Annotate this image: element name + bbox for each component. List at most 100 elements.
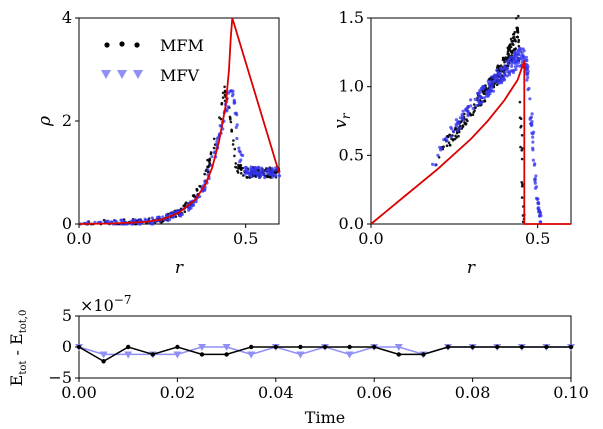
point-mfm [122,218,126,221]
point-mfm [230,128,233,132]
point-mfm [208,157,211,161]
point-mfm [515,17,518,20]
y-tick-label: −5 [48,368,72,387]
point-mfv [230,94,235,98]
point-mfv [515,51,519,55]
point-mfv [169,211,173,215]
point-mfv [238,150,242,154]
point-mfv [533,181,537,185]
point-mfv [171,215,175,219]
point-mfm [245,175,248,179]
point-mfv [503,64,507,68]
point-mfm [513,38,517,41]
point-mfv [434,163,438,167]
point-mfv [86,220,90,224]
point-mfm [219,117,223,121]
energy-x-label: Time [305,408,345,427]
x-tick-label: 0.08 [455,383,491,402]
point-mfv [521,54,525,58]
marker-mfv [99,351,108,359]
point-mfm [241,166,244,170]
point-mfv [486,93,490,97]
point-mfm [228,115,232,119]
point-mfv [251,168,255,172]
point-mfm [212,137,216,141]
point-mfv [526,75,530,79]
y-tick-label: 1.5 [339,8,364,27]
point-mfv [436,153,440,157]
x-tick-label: 0.5 [233,229,258,248]
point-mfv [270,175,274,179]
marker-mfv [345,351,354,359]
point-mfm [520,196,524,199]
point-mfv [449,135,453,139]
point-mfm [460,127,464,130]
point-mfv [206,168,210,172]
point-mfm [509,43,512,46]
marker-mfm [298,344,303,350]
point-mfm [507,52,510,56]
point-mfm [232,139,235,142]
point-mfv [460,113,464,117]
point-mfv [500,77,504,81]
point-mfm [519,117,523,121]
y-tick-label: 2 [62,111,72,130]
point-mfm [183,210,187,213]
point-mfm [235,166,238,169]
point-mfm [448,133,451,137]
point-mfm [231,143,235,146]
point-mfm [229,120,233,124]
point-mfv [235,113,239,117]
point-mfv [188,206,192,211]
point-mfv [506,62,510,66]
point-mfv [480,100,485,104]
energy-y-label: Etot - Etot,0 [7,310,29,387]
point-mfm [206,165,209,169]
point-mfm [516,35,519,39]
point-mfv [464,108,468,112]
point-mfv [514,54,518,58]
marker-mfv [198,344,206,351]
point-mfv [489,79,493,83]
point-mfm [212,146,216,150]
marker-mfm [495,344,500,350]
point-mfv [512,59,516,63]
point-mfm [510,50,514,53]
point-mfv [531,158,536,162]
point-mfv [528,97,532,101]
x-tick-label: 0.0 [358,229,383,248]
point-mfv [215,137,219,141]
y-tick-label: 5 [62,306,72,325]
point-mfv [133,218,137,222]
marker-mfv [394,344,403,351]
point-mfv [471,106,475,111]
point-mfm [517,44,521,48]
point-mfv [487,82,491,86]
y-tick-label: 4 [62,8,72,27]
point-mfv [538,220,542,224]
point-mfm [510,39,513,43]
point-mfv [485,89,489,93]
point-mfv [499,67,503,72]
point-mfv [469,104,473,108]
point-mfv [482,85,486,89]
point-mfv [137,222,141,226]
point-mfv [466,105,470,109]
point-mfm [239,166,243,170]
density-panel: 0.0 0.5 0 2 4 r ρ MFM MFV [35,8,282,278]
marker-mfm [150,352,155,357]
point-mfv [113,219,117,223]
point-mfv [150,221,154,225]
point-mfm [469,113,473,117]
energy-data-layer [75,344,575,364]
point-mfm [223,93,227,97]
point-mfm [464,122,468,126]
point-mfv [493,73,497,77]
point-mfm [520,181,523,184]
point-mfv [454,118,458,122]
point-mfv [520,51,524,55]
energy-panel: 0.00 0.02 0.04 0.06 0.08 0.10−505 ×10−7 Time … [7,293,589,427]
point-mfm [514,47,517,50]
point-mfv [166,219,170,223]
point-mfv [478,90,482,94]
